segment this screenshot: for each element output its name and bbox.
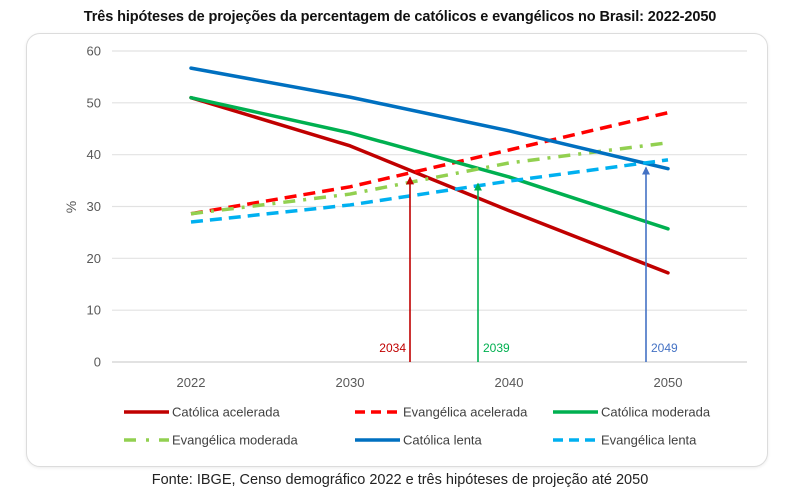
- legend-label: Evangélica lenta: [601, 433, 697, 448]
- x-tick-label: 2022: [177, 375, 206, 390]
- legend: Católica acelerada Evangélica acelerada Ca…: [124, 405, 711, 448]
- legend-label: Católica lenta: [403, 433, 483, 448]
- series-line-cat-lica-moderada: [189, 95, 670, 231]
- x-tick-label: 2040: [495, 375, 524, 390]
- y-tick-label: 0: [94, 355, 101, 370]
- source-note: Fonte: IBGE, Censo demográfico 2022 e tr…: [151, 472, 649, 488]
- series-line-evang-lica-acelerada: [190, 110, 669, 216]
- x-tick-label: 2050: [654, 375, 683, 390]
- legend-label: Evangélica moderada: [172, 433, 299, 448]
- y-tick-label: 20: [87, 251, 101, 266]
- annotation-label: 2034: [379, 341, 406, 355]
- y-tick-label: 10: [87, 303, 101, 318]
- y-tick-label: 40: [87, 147, 101, 162]
- series-lines: [189, 66, 670, 275]
- legend-label: Evangélica acelerada: [403, 405, 528, 420]
- annotation-label: 2049: [651, 341, 678, 355]
- series-line-cat-lica-acelerada: [189, 95, 670, 275]
- x-tick-label: 2030: [336, 375, 365, 390]
- series-line-evang-lica-lenta: [190, 158, 669, 224]
- annotations: 2034 2039 2049: [379, 166, 678, 362]
- series-line-cat-lica-lenta: [189, 66, 670, 171]
- chart-title: Três hipóteses de projeções da percentag…: [83, 9, 717, 25]
- y-tick-label: 50: [87, 95, 101, 110]
- legend-label: Católica moderada: [601, 405, 711, 420]
- gridlines: [112, 50, 747, 363]
- chart-frame: [26, 33, 768, 467]
- x-axis-ticks: 2022 2030 2040 2050: [177, 375, 683, 390]
- y-tick-label: 60: [87, 44, 101, 59]
- y-tick-label: 30: [87, 199, 101, 214]
- annotation-label: 2039: [483, 341, 510, 355]
- legend-label: Católica acelerada: [172, 405, 280, 420]
- y-axis-label: %: [63, 201, 79, 213]
- y-axis-ticks: 0 10 20 30 40 50 60: [87, 44, 101, 370]
